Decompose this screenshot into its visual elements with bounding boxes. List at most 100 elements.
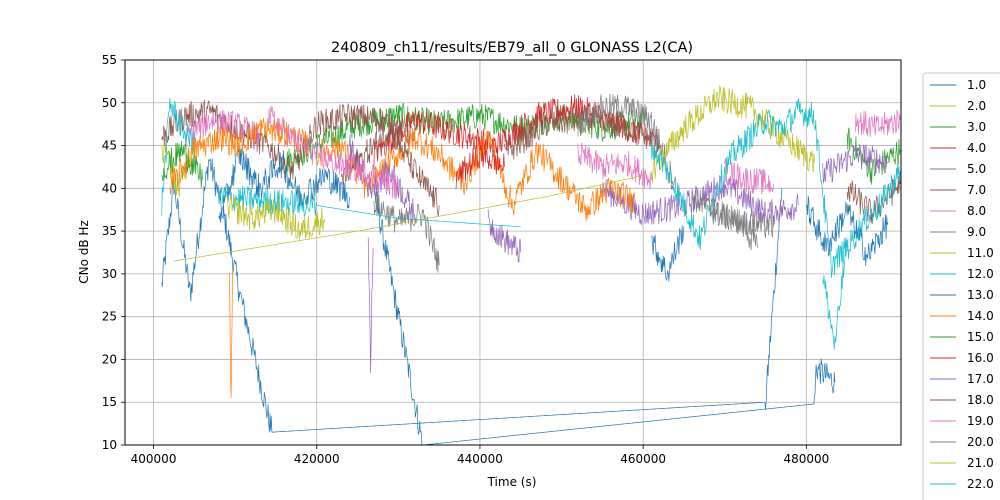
x-tick-label: 460000: [620, 452, 666, 466]
legend-entry: 22.0: [930, 477, 994, 491]
legend-label: 20.0: [967, 435, 994, 449]
series-line: [822, 144, 889, 184]
series-11-0: [173, 84, 815, 262]
legend-label: 8.0: [967, 204, 986, 218]
legend-label: 21.0: [967, 456, 994, 470]
series-14-0: [169, 117, 636, 398]
legend-entry: 5.0: [930, 162, 986, 176]
series-8-0: [185, 109, 901, 191]
y-tick-label: 55: [102, 53, 117, 67]
legend-entry: 12.0: [930, 267, 994, 281]
legend-label: 16.0: [967, 351, 994, 365]
legend-label: 1.0: [967, 78, 986, 92]
series-line: [724, 158, 775, 195]
series-18-0: [340, 122, 440, 217]
legend-entry: 4.0: [930, 141, 986, 155]
series-4-0: [373, 94, 660, 168]
series-line: [822, 237, 848, 350]
x-axis: 400000 420000 440000 460000 480000: [131, 445, 829, 466]
legend-label: 9.0: [967, 225, 986, 239]
series-line: [854, 109, 901, 138]
series-line: [708, 193, 775, 238]
series-line: [650, 98, 901, 278]
y-axis: 10 15 20 25 30 35 40 45 50 55: [102, 53, 125, 452]
series-line: [161, 140, 203, 189]
plot-frame: [124, 59, 902, 446]
legend-entry: 9.0: [930, 225, 986, 239]
legend-entry: 1.0: [930, 78, 986, 92]
series-line: [218, 146, 350, 223]
legend-label: 22.0: [967, 477, 994, 491]
chart-title: 240809_ch11/results/EB79_all_0 GLONASS L…: [331, 40, 693, 56]
series-22-0: [822, 237, 848, 350]
series-line: [806, 196, 889, 266]
y-tick-label: 40: [102, 181, 117, 195]
series-line: [651, 225, 685, 282]
series-line: [577, 93, 677, 190]
legend-label: 11.0: [967, 246, 994, 260]
series-line: [185, 109, 260, 150]
series-12-0: [161, 97, 901, 278]
legend-entry: 13.0: [930, 288, 994, 302]
y-tick-label: 25: [102, 310, 117, 324]
legend-label: 18.0: [967, 393, 994, 407]
series-line: [161, 97, 195, 216]
legend-entry: 7.0: [930, 183, 986, 197]
legend-entry: 11.0: [930, 246, 994, 260]
series-line: [226, 194, 326, 241]
series-line: [169, 117, 309, 195]
series-line: [218, 185, 521, 228]
legend-label: 12.0: [967, 267, 994, 281]
series-15-0: [161, 140, 203, 189]
series-line: [846, 127, 901, 185]
y-tick-label: 35: [102, 224, 117, 238]
series-line: [373, 189, 836, 445]
legend-label: 15.0: [967, 330, 994, 344]
y-tick-label: 15: [102, 395, 117, 409]
x-tick-label: 480000: [783, 452, 829, 466]
series-3-0: [283, 102, 901, 185]
series-line: [161, 99, 416, 181]
series-line: [161, 158, 240, 302]
plot-area: [125, 60, 901, 445]
series-line: [316, 127, 636, 222]
series-line: [373, 94, 660, 168]
series-line: [487, 209, 522, 263]
x-tick-label: 400000: [131, 452, 177, 466]
legend-entry: 2.0: [930, 99, 986, 113]
legend-entry: 14.0: [930, 309, 994, 323]
series-13-0: [218, 146, 889, 282]
legend-label: 3.0: [967, 120, 986, 134]
series-line: [173, 175, 644, 262]
series-group: [161, 84, 901, 445]
series-line: [267, 105, 399, 200]
series-line: [373, 191, 440, 273]
series-20-0: [708, 193, 775, 238]
series-line: [238, 188, 783, 433]
legend-label: 19.0: [967, 414, 994, 428]
legend-entry: 15.0: [930, 330, 994, 344]
series-line: [650, 84, 815, 184]
legend-entry: 21.0: [930, 456, 994, 470]
legend-entry: 20.0: [930, 435, 994, 449]
y-tick-label: 50: [102, 96, 117, 110]
legend-label: 2.0: [967, 99, 986, 113]
legend-entry: 18.0: [930, 393, 994, 407]
x-tick-label: 440000: [457, 452, 503, 466]
series-19-0: [267, 105, 775, 200]
y-tick-label: 30: [102, 267, 117, 281]
legend-label: 4.0: [967, 141, 986, 155]
legend-label: 7.0: [967, 183, 986, 197]
series-21-0: [226, 194, 326, 241]
y-tick-label: 45: [102, 139, 117, 153]
legend-entry: 19.0: [930, 414, 994, 428]
legend-entry: 16.0: [930, 351, 994, 365]
legend-frame: [922, 72, 1000, 500]
series-line: [349, 133, 416, 223]
legend-entry: 3.0: [930, 120, 986, 134]
series-line: [340, 122, 440, 217]
series-line: [229, 265, 234, 398]
series-line: [367, 237, 374, 374]
legend-label: 5.0: [967, 162, 986, 176]
